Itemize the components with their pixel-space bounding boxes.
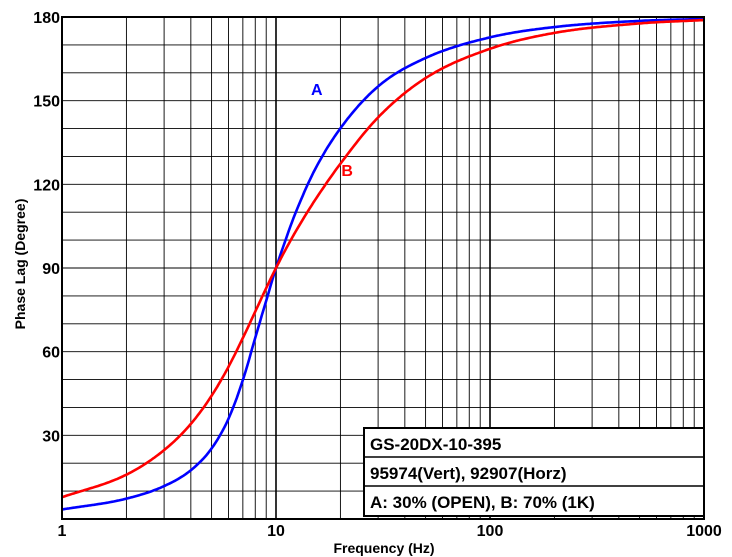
series-line-B xyxy=(62,20,704,497)
legend-line-serials: 95974(Vert), 92907(Horz) xyxy=(370,464,567,483)
legend-box: GS-20DX-10-395 95974(Vert), 92907(Horz) … xyxy=(364,428,704,516)
y-tick-label: 150 xyxy=(33,94,60,111)
y-tick-label: 90 xyxy=(42,261,60,278)
y-tick-label: 120 xyxy=(33,177,60,194)
y-axis-title: Phase Lag (Degree) xyxy=(12,199,28,330)
y-tick-label: 60 xyxy=(42,345,60,362)
x-axis-title: Frequency (Hz) xyxy=(333,540,434,556)
legend-line-model: GS-20DX-10-395 xyxy=(370,435,501,454)
x-tick-label: 1000 xyxy=(686,523,722,540)
x-tick-label: 1 xyxy=(58,523,67,540)
series-annotation-B: B xyxy=(341,163,353,180)
legend-line-damping: A: 30% (OPEN), B: 70% (1K) xyxy=(370,493,595,512)
x-tick-label: 100 xyxy=(477,523,504,540)
x-tick-label: 10 xyxy=(267,523,285,540)
series-annotation-A: A xyxy=(311,82,323,99)
y-tick-label: 180 xyxy=(33,10,60,27)
y-tick-label: 30 xyxy=(42,428,60,445)
